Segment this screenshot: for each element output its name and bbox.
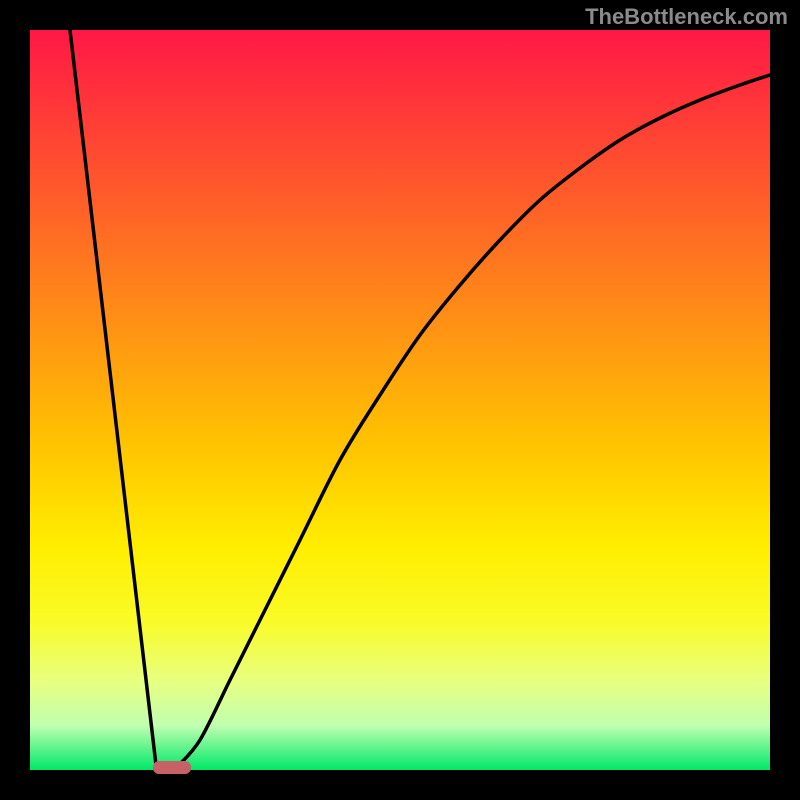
bottleneck-chart: TheBottleneck.com — [0, 0, 800, 800]
watermark-text: TheBottleneck.com — [585, 4, 788, 30]
chart-svg — [0, 0, 800, 800]
chart-plot-area — [30, 30, 770, 770]
curve-min-marker — [153, 761, 191, 774]
